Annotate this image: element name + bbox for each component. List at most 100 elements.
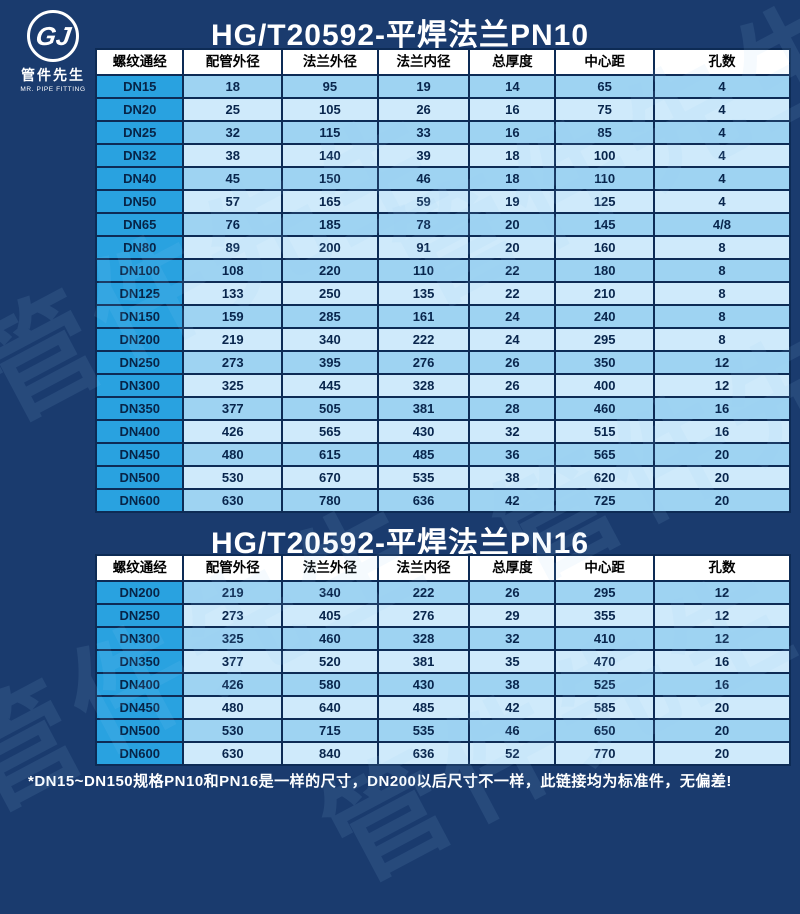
- column-header: 中心距: [554, 48, 655, 76]
- row-header: DN32: [94, 143, 185, 168]
- table-row: DN350 377 505 381 28 460 16: [94, 396, 792, 421]
- table-cell: 12: [652, 580, 792, 605]
- row-header: DN400: [94, 672, 185, 697]
- row-header: DN200: [94, 580, 185, 605]
- table-row: DN25 32 115 33 16 85 4: [94, 120, 792, 145]
- column-header: 中心距: [554, 554, 655, 582]
- row-header: DN20: [94, 97, 185, 122]
- table-cell: 26: [468, 373, 557, 398]
- table-row: DN350 377 520 381 35 470 16: [94, 649, 792, 674]
- table-cell: 42: [468, 695, 557, 720]
- row-header: DN450: [94, 442, 185, 467]
- table-cell: 470: [554, 649, 655, 674]
- table-cell: 770: [554, 741, 655, 766]
- table-row: DN600 630 840 636 52 770 20: [94, 741, 792, 766]
- table-cell: 89: [182, 235, 283, 260]
- table-row: DN600 630 780 636 42 725 20: [94, 488, 792, 513]
- table-cell: 76: [182, 212, 283, 237]
- row-header: DN600: [94, 488, 185, 513]
- table-cell: 20: [652, 442, 792, 467]
- row-header: DN25: [94, 120, 185, 145]
- table-cell: 340: [280, 327, 379, 352]
- table-cell: 715: [280, 718, 379, 743]
- table-row: DN65 76 185 78 20 145 4/8: [94, 212, 792, 237]
- table-cell: 20: [468, 212, 557, 237]
- table-cell: 222: [376, 327, 471, 352]
- table-cell: 840: [280, 741, 379, 766]
- table-row: DN200 219 340 222 24 295 8: [94, 327, 792, 352]
- table-cell: 630: [182, 741, 283, 766]
- table-row: DN400 426 580 430 38 525 16: [94, 672, 792, 697]
- table-header-row: 螺纹通经 配管外径 法兰外径 法兰内径 总厚度 中心距 孔数: [94, 48, 792, 76]
- column-header: 配管外径: [182, 554, 283, 582]
- table-cell: 340: [280, 580, 379, 605]
- row-header: DN400: [94, 419, 185, 444]
- table-row: DN40 45 150 46 18 110 4: [94, 166, 792, 191]
- table-cell: 35: [468, 649, 557, 674]
- row-header: DN350: [94, 649, 185, 674]
- table-cell: 22: [468, 258, 557, 283]
- table-cell: 140: [280, 143, 379, 168]
- table-row: DN250 273 405 276 29 355 12: [94, 603, 792, 628]
- table-cell: 115: [280, 120, 379, 145]
- table-row: DN250 273 395 276 26 350 12: [94, 350, 792, 375]
- column-header: 孔数: [652, 48, 792, 76]
- table-cell: 105: [280, 97, 379, 122]
- table-cell: 16: [652, 649, 792, 674]
- table-cell: 20: [652, 488, 792, 513]
- table-cell: 355: [554, 603, 655, 628]
- column-header: 螺纹通经: [94, 554, 185, 582]
- row-header: DN250: [94, 603, 185, 628]
- column-header: 法兰外径: [280, 48, 379, 76]
- table-cell: 39: [376, 143, 471, 168]
- table-cell: 276: [376, 350, 471, 375]
- table-cell: 381: [376, 649, 471, 674]
- table-cell: 32: [468, 419, 557, 444]
- table-cell: 33: [376, 120, 471, 145]
- table-row: DN20 25 105 26 16 75 4: [94, 97, 792, 122]
- table-cell: 100: [554, 143, 655, 168]
- table-cell: 445: [280, 373, 379, 398]
- table-cell: 480: [182, 695, 283, 720]
- table-cell: 620: [554, 465, 655, 490]
- table-cell: 12: [652, 373, 792, 398]
- row-header: DN300: [94, 373, 185, 398]
- table-cell: 222: [376, 580, 471, 605]
- table-row: DN50 57 165 59 19 125 4: [94, 189, 792, 214]
- table-cell: 16: [652, 672, 792, 697]
- spec-table-pn10: 螺纹通经 配管外径 法兰外径 法兰内径 总厚度 中心距 孔数 DN15 18 95 19 14 65 4…: [94, 48, 792, 513]
- table-cell: 4: [652, 74, 792, 99]
- table-cell: 38: [468, 672, 557, 697]
- table-cell: 295: [554, 580, 655, 605]
- row-header: DN125: [94, 281, 185, 306]
- table-cell: 75: [554, 97, 655, 122]
- table-cell: 4: [652, 189, 792, 214]
- table-cell: 12: [652, 626, 792, 651]
- table-cell: 25: [182, 97, 283, 122]
- table-cell: 350: [554, 350, 655, 375]
- table-row: DN32 38 140 39 18 100 4: [94, 143, 792, 168]
- table-cell: 16: [468, 97, 557, 122]
- table-row: DN450 480 640 485 42 585 20: [94, 695, 792, 720]
- table-cell: 108: [182, 258, 283, 283]
- table-row: DN500 530 715 535 46 650 20: [94, 718, 792, 743]
- table-cell: 4: [652, 120, 792, 145]
- table-row: DN500 530 670 535 38 620 20: [94, 465, 792, 490]
- table-cell: 565: [554, 442, 655, 467]
- table-cell: 515: [554, 419, 655, 444]
- table-cell: 640: [280, 695, 379, 720]
- brand-subtitle: MR. PIPE FITTING: [20, 86, 86, 93]
- table-cell: 405: [280, 603, 379, 628]
- table-cell: 52: [468, 741, 557, 766]
- table-row: DN15 18 95 19 14 65 4: [94, 74, 792, 99]
- table-cell: 24: [468, 327, 557, 352]
- table-cell: 19: [376, 74, 471, 99]
- table-cell: 20: [652, 465, 792, 490]
- table-cell: 45: [182, 166, 283, 191]
- table-cell: 430: [376, 672, 471, 697]
- table-cell: 615: [280, 442, 379, 467]
- row-header: DN500: [94, 718, 185, 743]
- table-cell: 240: [554, 304, 655, 329]
- table-cell: 26: [376, 97, 471, 122]
- table-cell: 4/8: [652, 212, 792, 237]
